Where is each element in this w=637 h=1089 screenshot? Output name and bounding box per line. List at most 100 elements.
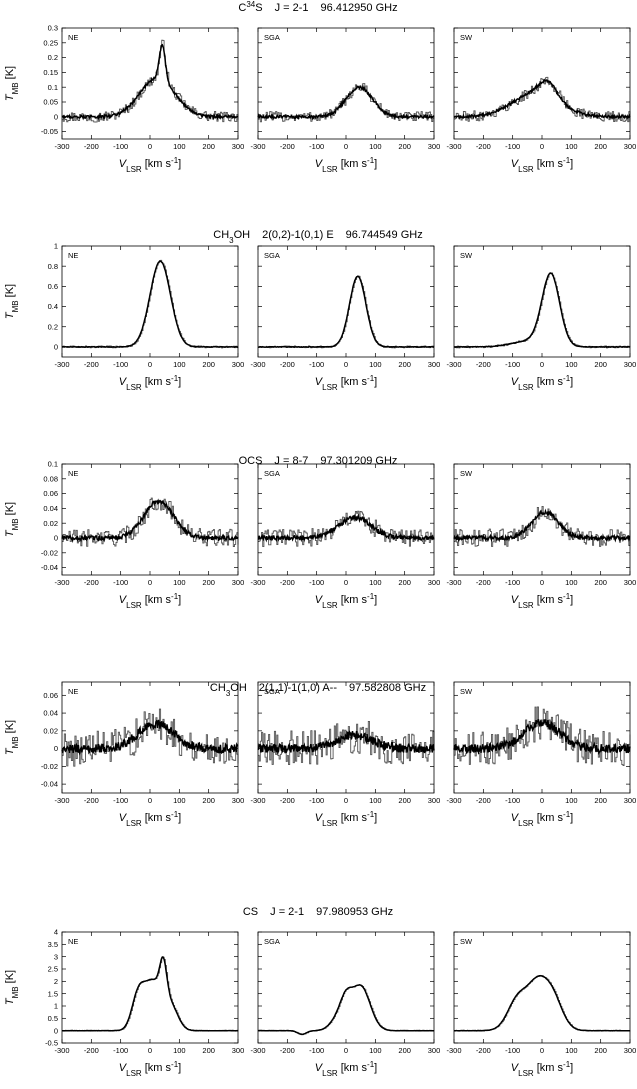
y-tick-label: 4 (54, 928, 58, 937)
x-tick-label: 100 (369, 142, 382, 151)
x-tick-label: -100 (505, 360, 520, 369)
x-label-close: ] (570, 1062, 573, 1074)
x-label-subscript: LSR (126, 601, 142, 610)
frequency-label: 96.744549 GHz (346, 229, 423, 241)
x-tick-label: 100 (565, 360, 578, 369)
x-label-main: V (511, 1062, 520, 1074)
x-label-unit: [km s (142, 1062, 172, 1074)
panel-label: SGA (264, 469, 280, 478)
x-tick-label: -200 (280, 796, 295, 805)
x-label-main: V (119, 1062, 128, 1074)
x-label-main: V (119, 812, 128, 824)
x-label-close: ] (374, 376, 377, 388)
x-tick-label: -100 (505, 142, 520, 151)
x-label-main: V (511, 812, 520, 824)
spectrum-panel: -300 -200 -100 0 100 200 300 SW VLSR [km s-1] (446, 463, 636, 610)
y-tick-label: -0.02 (41, 548, 58, 557)
x-tick-label: 0 (148, 796, 152, 805)
x-label-subscript: LSR (126, 1069, 142, 1078)
x-tick-label: 0 (540, 142, 544, 151)
x-tick-label: -100 (113, 796, 128, 805)
x-label-subscript: LSR (322, 165, 338, 174)
spectrum-panel: -300 -200 -100 0 100 200 300 SW VLSR [km s-1] (446, 931, 636, 1078)
x-tick-label: -200 (280, 142, 295, 151)
x-tick-label: 0 (148, 578, 152, 587)
x-tick-label: 0 (148, 1046, 152, 1055)
smoothed-spectrum (257, 730, 435, 756)
x-label-close: ] (374, 1062, 377, 1074)
y-tick-label: 0.06 (43, 489, 58, 498)
x-axis-label: VLSR [km s-1] (315, 1060, 377, 1078)
panel-label: SGA (264, 251, 280, 260)
x-tick-label: 100 (369, 360, 382, 369)
spectrum-panel: -300 -200 -100 0 100 200 300 SGA VLSR [km s-1] (250, 245, 440, 392)
x-label-close: ] (178, 1062, 181, 1074)
x-tick-label: -200 (476, 578, 491, 587)
x-tick-label: -300 (250, 360, 265, 369)
x-axis-label: VLSR [km s-1] (511, 1060, 573, 1078)
x-tick-label: 200 (398, 360, 411, 369)
x-tick-label: -300 (446, 796, 461, 805)
y-label-subscript: MB (11, 518, 20, 530)
x-label-subscript: LSR (518, 601, 534, 610)
x-label-subscript: LSR (126, 819, 142, 828)
panel-label: NE (68, 251, 78, 260)
x-label-superscript: -1 (171, 374, 179, 383)
x-tick-label: 100 (173, 1046, 186, 1055)
x-tick-label: 100 (565, 1046, 578, 1055)
observed-spectrum (454, 272, 631, 349)
row-title: CS J = 2-1 97.980953 GHz (243, 906, 393, 918)
y-tick-label: 0.06 (43, 691, 58, 700)
x-label-main: V (315, 812, 324, 824)
y-label-main: T (4, 529, 16, 537)
x-label-unit: [km s (534, 1062, 564, 1074)
y-label-unit: [K] (4, 66, 16, 83)
x-tick-label: -300 (54, 796, 69, 805)
x-label-subscript: LSR (126, 383, 142, 392)
x-tick-label: -100 (113, 142, 128, 151)
row-title: OCS J = 8-7 97.301209 GHz (239, 455, 398, 467)
observed-spectrum (258, 83, 435, 123)
x-tick-label: 300 (232, 1046, 245, 1055)
y-axis-label: TMB [K] (4, 66, 20, 101)
x-axis-label: VLSR [km s-1] (119, 156, 181, 174)
x-tick-label: 200 (594, 1046, 607, 1055)
x-tick-label: 200 (202, 360, 215, 369)
y-label-main: T (4, 311, 16, 319)
smoothed-spectrum (61, 43, 239, 121)
y-label-subscript: MB (11, 300, 20, 312)
y-tick-label: 3.5 (48, 940, 58, 949)
x-tick-label: -300 (54, 360, 69, 369)
y-tick-label: 2 (54, 977, 58, 986)
smoothed-spectrum (257, 84, 435, 121)
species-name: OCS (239, 455, 263, 467)
y-tick-label: 0.6 (48, 282, 58, 291)
y-axis-label: TMB [K] (4, 284, 20, 319)
x-tick-label: -100 (505, 1046, 520, 1055)
y-tick-label: 0.8 (48, 262, 58, 271)
x-tick-label: 100 (369, 578, 382, 587)
x-tick-label: -200 (476, 142, 491, 151)
species-tail: S (255, 2, 262, 14)
x-axis-label: VLSR [km s-1] (119, 374, 181, 392)
x-tick-label: 100 (369, 1046, 382, 1055)
y-axis-label: TMB [K] (4, 970, 20, 1005)
y-tick-label: 0 (54, 744, 58, 753)
spectrum-panel: -300 -200 -100 0 100 200 300 -0.5 0 0.5 1 1.5 2 2.5 3 3… (45, 928, 244, 1078)
smoothed-spectrum (61, 498, 239, 544)
x-tick-label: 100 (565, 142, 578, 151)
x-tick-label: 300 (428, 578, 441, 587)
x-tick-label: 0 (540, 360, 544, 369)
x-tick-label: -100 (309, 578, 324, 587)
x-label-superscript: -1 (367, 1060, 375, 1069)
panel-frame (453, 463, 631, 576)
y-tick-label: 0.04 (43, 709, 58, 718)
x-tick-label: -100 (309, 796, 324, 805)
x-label-subscript: LSR (518, 165, 534, 174)
x-tick-label: 0 (148, 142, 152, 151)
x-label-unit: [km s (142, 158, 172, 170)
panel-label: SW (460, 469, 473, 478)
panel-label: SGA (264, 33, 280, 42)
x-tick-label: -300 (250, 142, 265, 151)
x-axis-label: VLSR [km s-1] (315, 592, 377, 610)
